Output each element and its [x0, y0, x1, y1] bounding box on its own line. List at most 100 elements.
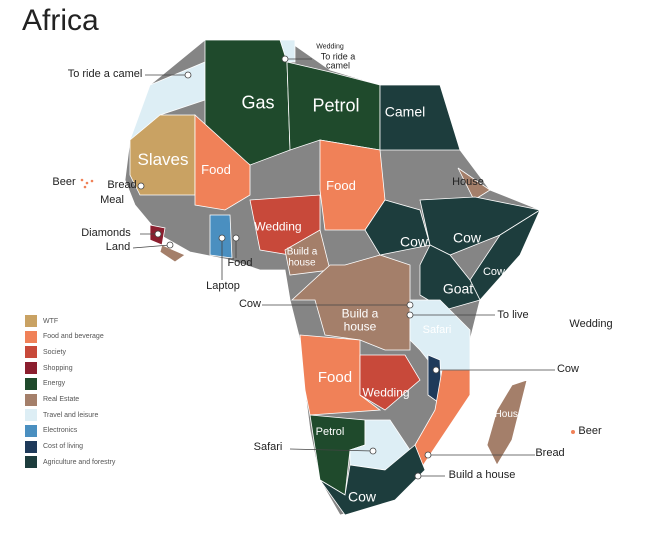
legend-swatch — [25, 346, 37, 359]
map-label: House — [452, 176, 484, 189]
legend-item: Cost of living — [25, 440, 84, 453]
legend-swatch — [25, 440, 37, 453]
map-label: Food — [326, 178, 356, 194]
map-label: Cow — [556, 363, 580, 376]
dot — [414, 472, 422, 480]
algeria — [204, 39, 291, 166]
drc — [290, 254, 411, 351]
south-sudan — [364, 199, 431, 256]
map-label: Land — [105, 241, 131, 254]
map-label: Bread — [535, 447, 565, 460]
map-label: Food — [201, 162, 231, 178]
somalia — [469, 208, 541, 301]
legend-label: Shopping — [43, 364, 73, 372]
map-label: Food — [317, 369, 353, 387]
legend-item: Agriculture and forestry — [25, 456, 116, 469]
map-label: To ride a camel — [67, 68, 143, 81]
map-label: Wedding — [254, 219, 302, 234]
kenya — [419, 244, 481, 311]
map-label: Beer — [578, 425, 602, 438]
dot — [432, 366, 440, 374]
map-label: Cow — [399, 233, 429, 250]
legend-item: Food and beverage — [25, 330, 104, 343]
map-label: Goat — [442, 280, 474, 297]
map-label: Laptop — [206, 280, 240, 293]
callout-lines — [132, 58, 555, 477]
map-label: Safari — [253, 441, 283, 454]
legend-swatch — [25, 409, 37, 422]
legend-swatch — [25, 377, 37, 390]
dot — [232, 234, 240, 242]
map-label: Wedding — [362, 385, 410, 400]
legend-item: Shopping — [25, 362, 73, 375]
island — [571, 430, 575, 434]
map-label: Diamonds — [81, 227, 131, 240]
callout-line — [132, 244, 171, 249]
map-label: Food — [227, 257, 253, 270]
legend-item: Electronics — [25, 424, 78, 437]
island — [90, 179, 94, 183]
legend-swatch — [25, 330, 37, 343]
map-label: Build a house — [286, 246, 318, 268]
legend-label: Food and beverage — [43, 333, 104, 341]
dot — [369, 447, 377, 455]
legend-item: Energy — [25, 377, 66, 390]
mali — [194, 114, 251, 211]
dot — [218, 234, 226, 242]
map-label: Petrol — [315, 426, 345, 439]
island — [83, 185, 87, 189]
legend-label: Agriculture and forestry — [43, 458, 116, 466]
callout-line — [289, 448, 374, 452]
legend-label: Travel and leisure — [43, 411, 99, 419]
legend-item: Travel and leisure — [25, 409, 99, 422]
legend-swatch — [25, 393, 37, 406]
legend-label: Cost of living — [43, 443, 84, 451]
dot — [406, 311, 414, 319]
legend-label: Electronics — [43, 427, 78, 435]
madagascar — [486, 379, 528, 466]
map-label: Meal — [100, 194, 124, 207]
callout-dots — [137, 55, 440, 480]
map-label: Bread — [107, 179, 137, 192]
south-africa — [319, 444, 426, 516]
dot — [424, 451, 432, 459]
title: Africa — [22, 4, 99, 37]
legend-label: Real Estate — [43, 396, 80, 403]
dot — [281, 55, 289, 63]
map-label: Cow — [238, 298, 262, 311]
map-label: To live — [497, 309, 529, 322]
map-label: House — [494, 408, 524, 420]
island — [80, 178, 84, 182]
dot — [154, 230, 162, 238]
map-label: Beer — [52, 176, 76, 189]
legend-label: WTF — [43, 317, 59, 325]
map-label: To ride a camel — [320, 51, 356, 71]
map-label: Camel — [384, 103, 426, 120]
zambia — [359, 354, 421, 411]
dot — [166, 241, 174, 249]
dot — [184, 71, 192, 79]
map-label: Build a house — [448, 469, 516, 482]
legend-item: WTF — [25, 315, 58, 327]
legend-label: Energy — [43, 380, 66, 388]
dot — [137, 182, 145, 190]
legend-item: Society — [25, 346, 66, 359]
legend-swatch — [25, 362, 37, 375]
island — [85, 181, 89, 185]
legend-swatch — [25, 456, 37, 469]
legend-swatch — [25, 424, 37, 437]
egypt — [379, 84, 461, 151]
map-label: Build a house — [341, 306, 379, 333]
map-label: Gas — [241, 92, 275, 113]
map-label: Petrol — [312, 95, 360, 116]
legend-swatch — [25, 315, 37, 327]
map-label: Cow — [452, 229, 482, 246]
liberia — [159, 244, 186, 263]
islands — [80, 178, 575, 434]
legend-item: Real Estate — [25, 393, 80, 406]
legend-label: Society — [43, 348, 66, 356]
map-label: Safari — [422, 324, 452, 337]
map-label: Wedding — [569, 318, 613, 331]
